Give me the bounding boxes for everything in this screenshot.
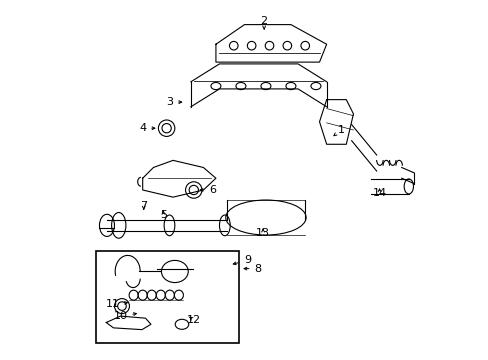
- Text: 13: 13: [256, 228, 269, 238]
- Text: 2: 2: [260, 16, 267, 29]
- Text: 11: 11: [106, 299, 127, 309]
- Text: 6: 6: [200, 185, 215, 195]
- Bar: [96, 251, 239, 342]
- Text: 3: 3: [166, 97, 182, 107]
- Text: 8: 8: [244, 264, 261, 274]
- Text: 14: 14: [372, 188, 386, 198]
- Text: 5: 5: [160, 210, 166, 220]
- Text: 10: 10: [113, 311, 136, 321]
- Ellipse shape: [225, 200, 305, 235]
- Text: 7: 7: [140, 201, 147, 211]
- Text: 12: 12: [186, 315, 201, 325]
- Text: 4: 4: [139, 123, 155, 133]
- Text: 1: 1: [333, 125, 344, 136]
- Text: 9: 9: [233, 255, 250, 265]
